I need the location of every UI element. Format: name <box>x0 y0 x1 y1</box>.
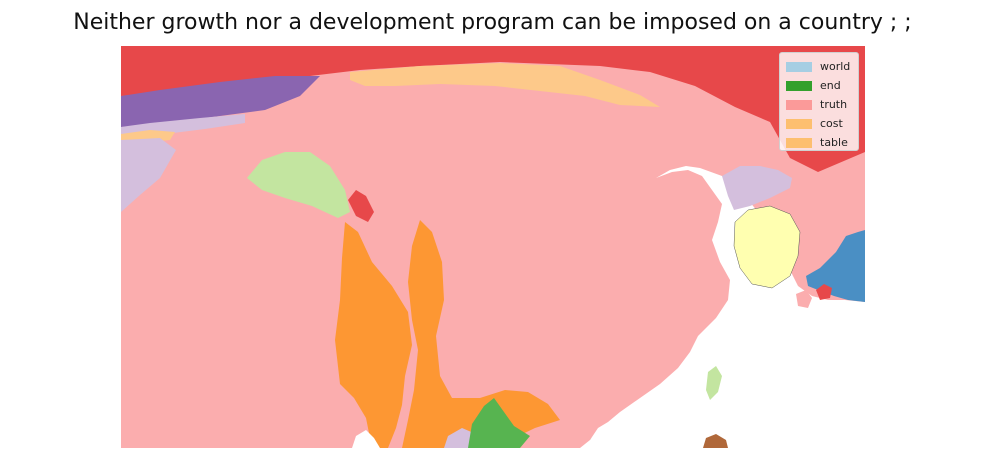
region-pink-island <box>796 290 812 308</box>
region-green-south <box>468 398 530 448</box>
legend-item-cost: cost <box>786 114 852 133</box>
region-purple <box>121 76 320 127</box>
sea-east <box>580 166 865 448</box>
legend-label-table: table <box>820 136 848 149</box>
legend-swatch-end <box>786 80 812 91</box>
legend-label-cost: cost <box>820 117 843 130</box>
legend-item-table: table <box>786 133 852 152</box>
legend-label-end: end <box>820 79 841 92</box>
region-brown <box>703 434 728 448</box>
region-red-north <box>121 46 865 172</box>
map-title: Neither growth nor a development program… <box>73 10 912 35</box>
legend-swatch-cost <box>786 118 812 129</box>
region-orange-east <box>402 220 560 448</box>
sea-south-notch <box>352 430 380 448</box>
legend-label-truth: truth <box>820 98 848 111</box>
region-lavender-east <box>722 166 792 210</box>
region-yellow <box>733 205 801 289</box>
legend: world end truth cost table <box>779 52 859 151</box>
legend-swatch-table <box>786 137 812 148</box>
region-cost-north <box>350 63 660 107</box>
legend-swatch-truth <box>786 99 812 110</box>
legend-swatch-world <box>786 61 812 72</box>
region-light-green <box>247 152 350 218</box>
legend-item-truth: truth <box>786 95 852 114</box>
legend-item-world: world <box>786 57 852 76</box>
region-red-island <box>816 284 832 300</box>
region-light-green-island <box>706 366 722 400</box>
region-orange-west <box>335 222 412 448</box>
region-blue <box>806 230 865 302</box>
legend-label-world: world <box>820 60 851 73</box>
region-red-small <box>348 190 374 222</box>
legend-item-end: end <box>786 76 852 95</box>
region-lavender-west-wedge <box>121 138 176 212</box>
